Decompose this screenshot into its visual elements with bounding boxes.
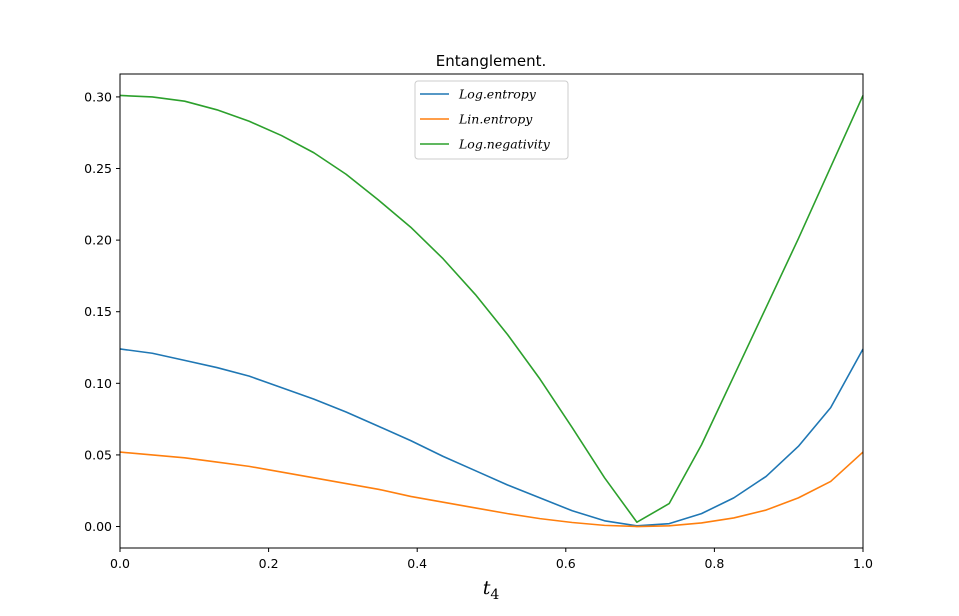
x-axis-ticks: 0.0 0.2 0.4 0.6 0.8 1.0 [110,548,873,571]
x-tick-label: 0.6 [556,556,576,571]
y-tick-label: 0.05 [84,447,112,462]
y-tick-label: 0.15 [84,304,112,319]
legend-label: Log.negativity [458,137,551,152]
series-line-1 [119,451,864,528]
chart-title: Entanglement. [436,52,546,70]
legend-label: Log.entropy [458,87,537,102]
x-tick-label: 0.4 [407,556,427,571]
y-tick-label: 0.20 [84,233,112,248]
series-line-2 [119,94,864,524]
legend: Log.entropy Lin.entropy Log.negativity [414,80,569,160]
x-tick-label: 0.8 [704,556,724,571]
legend-box [414,80,569,160]
y-tick-label: 0.00 [84,519,112,534]
x-axis-label-text: t4 [483,577,500,603]
y-tick-label: 0.25 [84,161,112,176]
y-axis-ticks: 0.00 0.05 0.10 0.15 0.20 0.25 0.30 [84,89,120,534]
plot-frame [119,73,864,549]
y-tick-label: 0.10 [84,376,112,391]
x-tick-label: 0.0 [110,556,130,571]
series-line-0 [119,348,864,527]
y-tick-label: 0.30 [84,89,112,104]
legend-label: Lin.entropy [458,112,533,127]
x-tick-label: 0.2 [259,556,279,571]
x-axis-label: t4 [483,577,500,603]
series-layer [119,94,864,528]
x-tick-label: 1.0 [853,556,873,571]
